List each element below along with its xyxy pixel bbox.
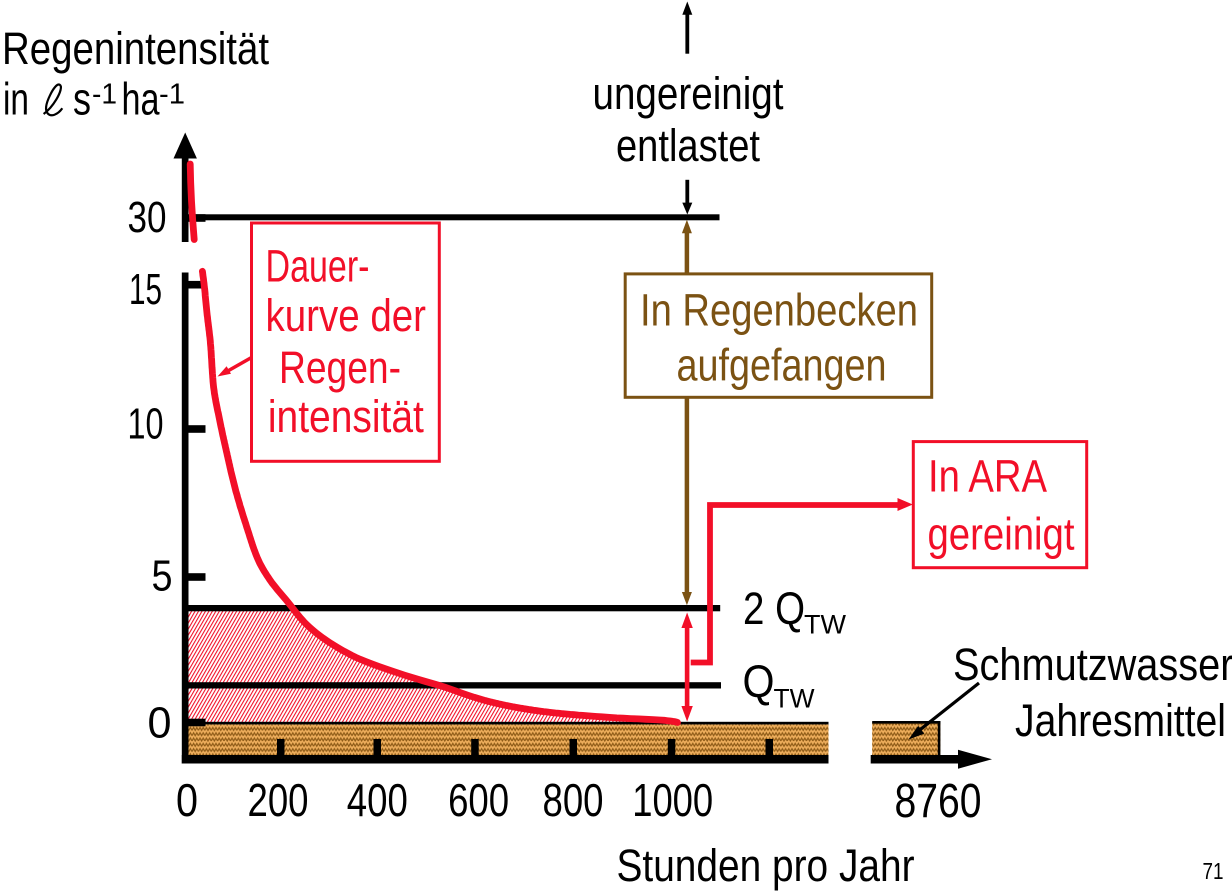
svg-text:1000: 1000 <box>632 774 713 826</box>
svg-text:s: s <box>73 74 91 125</box>
svg-text:-1: -1 <box>159 79 185 111</box>
svg-text:ha: ha <box>122 74 161 125</box>
svg-text:Q: Q <box>743 656 775 707</box>
svg-text:ungereinigt: ungereinigt <box>593 68 784 119</box>
svg-text:800: 800 <box>543 774 604 826</box>
svg-text:aufgefangen: aufgefangen <box>677 340 887 391</box>
svg-text:10: 10 <box>128 400 164 449</box>
svg-text:entlastet: entlastet <box>616 120 760 171</box>
svg-text:In Regenbecken: In Regenbecken <box>640 285 918 336</box>
svg-text:5: 5 <box>152 552 173 601</box>
svg-text:gereinigt: gereinigt <box>928 509 1075 560</box>
svg-text:TW: TW <box>804 610 847 640</box>
svg-text:Regen-: Regen- <box>279 342 401 393</box>
svg-text:intensität: intensität <box>268 391 424 442</box>
svg-text:0: 0 <box>148 699 172 748</box>
svg-text:71: 71 <box>1203 858 1224 884</box>
svg-text:-1: -1 <box>92 79 117 111</box>
svg-text:Jahresmittel: Jahresmittel <box>1015 695 1226 746</box>
svg-text:Stunden pro Jahr: Stunden pro Jahr <box>617 840 915 891</box>
svg-text:TW: TW <box>774 684 815 714</box>
svg-text:in: in <box>3 74 29 125</box>
svg-text:Schmutzwasser: Schmutzwasser <box>953 639 1232 690</box>
svg-text:8760: 8760 <box>895 775 982 828</box>
svg-text:400: 400 <box>347 774 408 826</box>
svg-text:kurve der: kurve der <box>266 290 427 341</box>
svg-text:Dauer-: Dauer- <box>266 241 370 292</box>
svg-text:In ARA: In ARA <box>928 451 1047 502</box>
svg-text:600: 600 <box>448 774 509 826</box>
svg-text:Regenintensität: Regenintensität <box>2 23 269 74</box>
svg-text:0: 0 <box>176 774 198 826</box>
svg-text:2 Q: 2 Q <box>743 583 805 634</box>
svg-text:15: 15 <box>129 265 162 314</box>
svg-text:200: 200 <box>248 774 309 826</box>
svg-text:30: 30 <box>128 193 167 242</box>
